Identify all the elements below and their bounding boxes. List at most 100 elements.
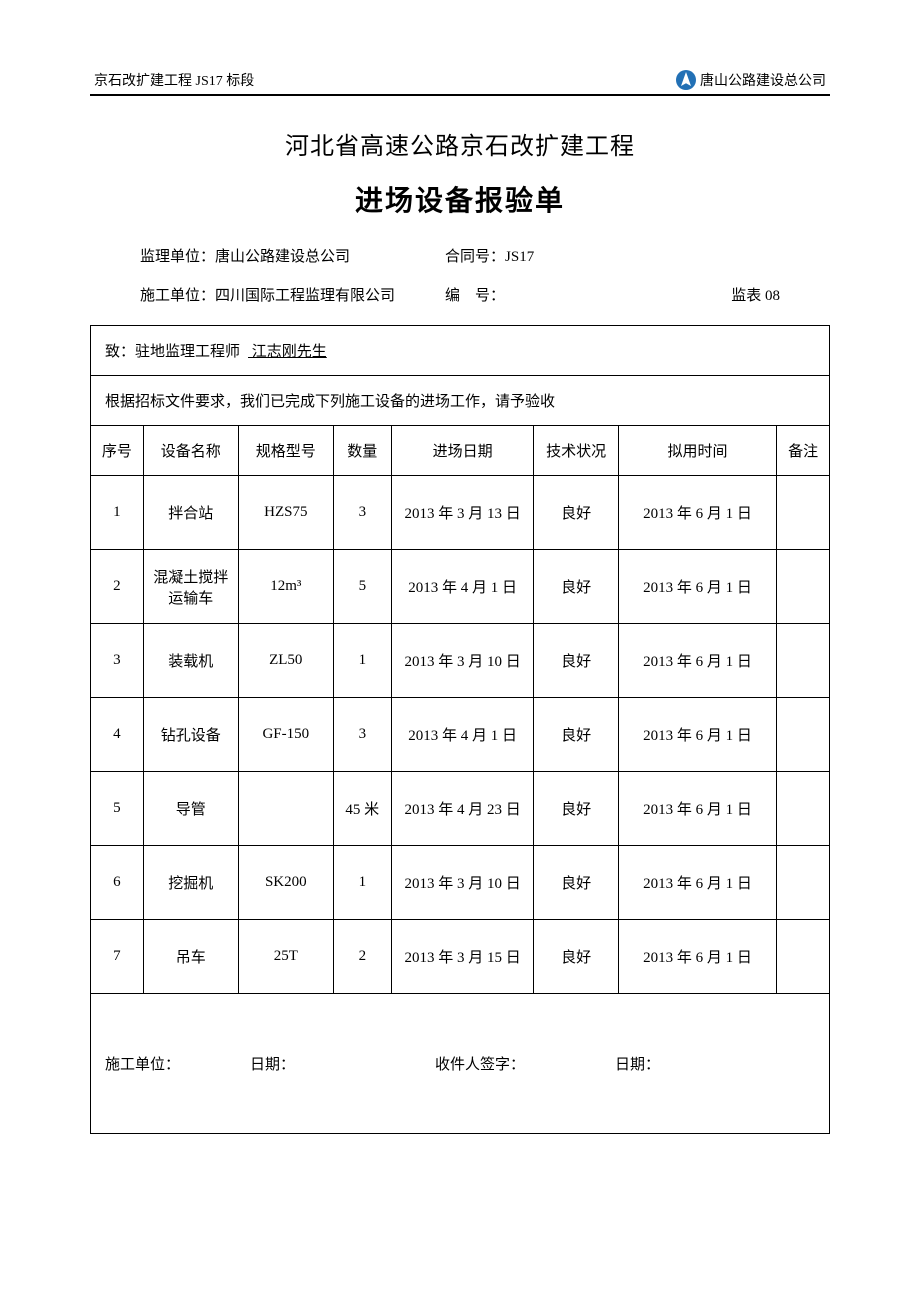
header-divider bbox=[90, 94, 830, 96]
addressed-cell: 致：驻地监理工程师 江志刚先生 bbox=[91, 326, 830, 376]
header-right-block: 唐山公路建设总公司 bbox=[676, 70, 826, 90]
contract-number: 合同号：JS17 bbox=[445, 241, 645, 274]
construction-unit: 施工单位：四川国际工程监理有限公司 bbox=[140, 280, 445, 313]
cell-status: 良好 bbox=[534, 624, 618, 698]
cell-spec: HZS75 bbox=[238, 476, 333, 550]
form-code: 监表 08 bbox=[645, 280, 780, 313]
col-spec: 规格型号 bbox=[238, 426, 333, 476]
cell-note bbox=[777, 698, 830, 772]
cell-planned: 2013 年 6 月 1 日 bbox=[618, 772, 776, 846]
cell-qty: 3 bbox=[333, 698, 391, 772]
description-cell: 根据招标文件要求，我们已完成下列施工设备的进场工作，请予验收 bbox=[91, 376, 830, 426]
cell-planned: 2013 年 6 月 1 日 bbox=[618, 624, 776, 698]
header-left-text: 京石改扩建工程 JS17 标段 bbox=[94, 70, 254, 90]
supervisor-label: 监理单位： bbox=[140, 249, 215, 265]
cell-planned: 2013 年 6 月 1 日 bbox=[618, 698, 776, 772]
col-name: 设备名称 bbox=[143, 426, 238, 476]
table-row: 6 挖掘机 SK200 1 2013 年 3 月 10 日 良好 2013 年 … bbox=[91, 846, 830, 920]
table-row: 5 导管 45 米 2013 年 4 月 23 日 良好 2013 年 6 月 … bbox=[91, 772, 830, 846]
cell-note bbox=[777, 550, 830, 624]
addressed-name: 江志刚先生 bbox=[240, 344, 335, 360]
table-row: 7 吊车 25T 2 2013 年 3 月 15 日 良好 2013 年 6 月… bbox=[91, 920, 830, 994]
info-block: 监理单位：唐山公路建设总公司 合同号：JS17 施工单位：四川国际工程监理有限公… bbox=[90, 241, 830, 313]
cell-status: 良好 bbox=[534, 476, 618, 550]
company-logo-icon bbox=[676, 70, 696, 90]
cell-qty: 3 bbox=[333, 476, 391, 550]
serial-number: 编 号： bbox=[445, 280, 645, 313]
info-row-2: 施工单位：四川国际工程监理有限公司 编 号： 监表 08 bbox=[140, 280, 780, 313]
cell-status: 良好 bbox=[534, 846, 618, 920]
addressed-prefix: 致：驻地监理工程师 bbox=[105, 344, 240, 360]
description-row: 根据招标文件要求，我们已完成下列施工设备的进场工作，请予验收 bbox=[91, 376, 830, 426]
cell-seq: 4 bbox=[91, 698, 144, 772]
page-container: 京石改扩建工程 JS17 标段 唐山公路建设总公司 河北省高速公路京石改扩建工程… bbox=[0, 0, 920, 1174]
cell-name: 挖掘机 bbox=[143, 846, 238, 920]
col-qty: 数量 bbox=[333, 426, 391, 476]
document-title-2: 进场设备报验单 bbox=[90, 179, 830, 219]
cell-note bbox=[777, 920, 830, 994]
col-status: 技术状况 bbox=[534, 426, 618, 476]
cell-planned: 2013 年 6 月 1 日 bbox=[618, 476, 776, 550]
footer-date-2: 日期： bbox=[615, 1053, 815, 1074]
cell-spec: GF-150 bbox=[238, 698, 333, 772]
cell-note bbox=[777, 772, 830, 846]
cell-name: 混凝土搅拌运输车 bbox=[143, 550, 238, 624]
document-title-1: 河北省高速公路京石改扩建工程 bbox=[90, 126, 830, 161]
cell-planned: 2013 年 6 月 1 日 bbox=[618, 550, 776, 624]
serial-label: 编 号： bbox=[445, 288, 505, 304]
cell-status: 良好 bbox=[534, 550, 618, 624]
cell-entry-date: 2013 年 3 月 10 日 bbox=[391, 624, 534, 698]
contract-value: JS17 bbox=[505, 249, 534, 265]
cell-spec: SK200 bbox=[238, 846, 333, 920]
supervisor-unit: 监理单位：唐山公路建设总公司 bbox=[140, 241, 445, 274]
cell-name: 装载机 bbox=[143, 624, 238, 698]
footer-construction-unit: 施工单位： bbox=[105, 1053, 250, 1074]
column-header-row: 序号 设备名称 规格型号 数量 进场日期 技术状况 拟用时间 备注 bbox=[91, 426, 830, 476]
construction-value: 四川国际工程监理有限公司 bbox=[215, 288, 395, 304]
cell-note bbox=[777, 624, 830, 698]
cell-seq: 7 bbox=[91, 920, 144, 994]
table-row: 3 装载机 ZL50 1 2013 年 3 月 10 日 良好 2013 年 6… bbox=[91, 624, 830, 698]
cell-spec bbox=[238, 772, 333, 846]
cell-note bbox=[777, 476, 830, 550]
col-entry-date: 进场日期 bbox=[391, 426, 534, 476]
cell-qty: 2 bbox=[333, 920, 391, 994]
page-header: 京石改扩建工程 JS17 标段 唐山公路建设总公司 bbox=[90, 70, 830, 94]
cell-status: 良好 bbox=[534, 772, 618, 846]
cell-entry-date: 2013 年 4 月 1 日 bbox=[391, 550, 534, 624]
cell-status: 良好 bbox=[534, 920, 618, 994]
cell-seq: 5 bbox=[91, 772, 144, 846]
equipment-table: 致：驻地监理工程师 江志刚先生 根据招标文件要求，我们已完成下列施工设备的进场工… bbox=[90, 325, 830, 1134]
col-planned: 拟用时间 bbox=[618, 426, 776, 476]
signature-row: 施工单位： 日期： 收件人签字： 日期： bbox=[91, 994, 830, 1134]
cell-planned: 2013 年 6 月 1 日 bbox=[618, 846, 776, 920]
cell-spec: ZL50 bbox=[238, 624, 333, 698]
signature-inner: 施工单位： 日期： 收件人签字： 日期： bbox=[105, 1053, 815, 1074]
cell-name: 拌合站 bbox=[143, 476, 238, 550]
cell-qty: 1 bbox=[333, 624, 391, 698]
col-seq: 序号 bbox=[91, 426, 144, 476]
cell-seq: 1 bbox=[91, 476, 144, 550]
cell-name: 钻孔设备 bbox=[143, 698, 238, 772]
cell-qty: 1 bbox=[333, 846, 391, 920]
cell-name: 吊车 bbox=[143, 920, 238, 994]
cell-seq: 2 bbox=[91, 550, 144, 624]
supervisor-value: 唐山公路建设总公司 bbox=[215, 249, 350, 265]
cell-entry-date: 2013 年 4 月 23 日 bbox=[391, 772, 534, 846]
contract-label: 合同号： bbox=[445, 249, 505, 265]
cell-note bbox=[777, 846, 830, 920]
footer-date-1: 日期： bbox=[250, 1053, 435, 1074]
table-row: 2 混凝土搅拌运输车 12m³ 5 2013 年 4 月 1 日 良好 2013… bbox=[91, 550, 830, 624]
cell-entry-date: 2013 年 3 月 13 日 bbox=[391, 476, 534, 550]
cell-entry-date: 2013 年 3 月 15 日 bbox=[391, 920, 534, 994]
table-row: 1 拌合站 HZS75 3 2013 年 3 月 13 日 良好 2013 年 … bbox=[91, 476, 830, 550]
cell-entry-date: 2013 年 4 月 1 日 bbox=[391, 698, 534, 772]
cell-spec: 12m³ bbox=[238, 550, 333, 624]
cell-name: 导管 bbox=[143, 772, 238, 846]
cell-qty: 5 bbox=[333, 550, 391, 624]
info-row-1: 监理单位：唐山公路建设总公司 合同号：JS17 bbox=[140, 241, 780, 274]
header-right-text: 唐山公路建设总公司 bbox=[700, 70, 826, 90]
cell-spec: 25T bbox=[238, 920, 333, 994]
cell-seq: 6 bbox=[91, 846, 144, 920]
cell-seq: 3 bbox=[91, 624, 144, 698]
